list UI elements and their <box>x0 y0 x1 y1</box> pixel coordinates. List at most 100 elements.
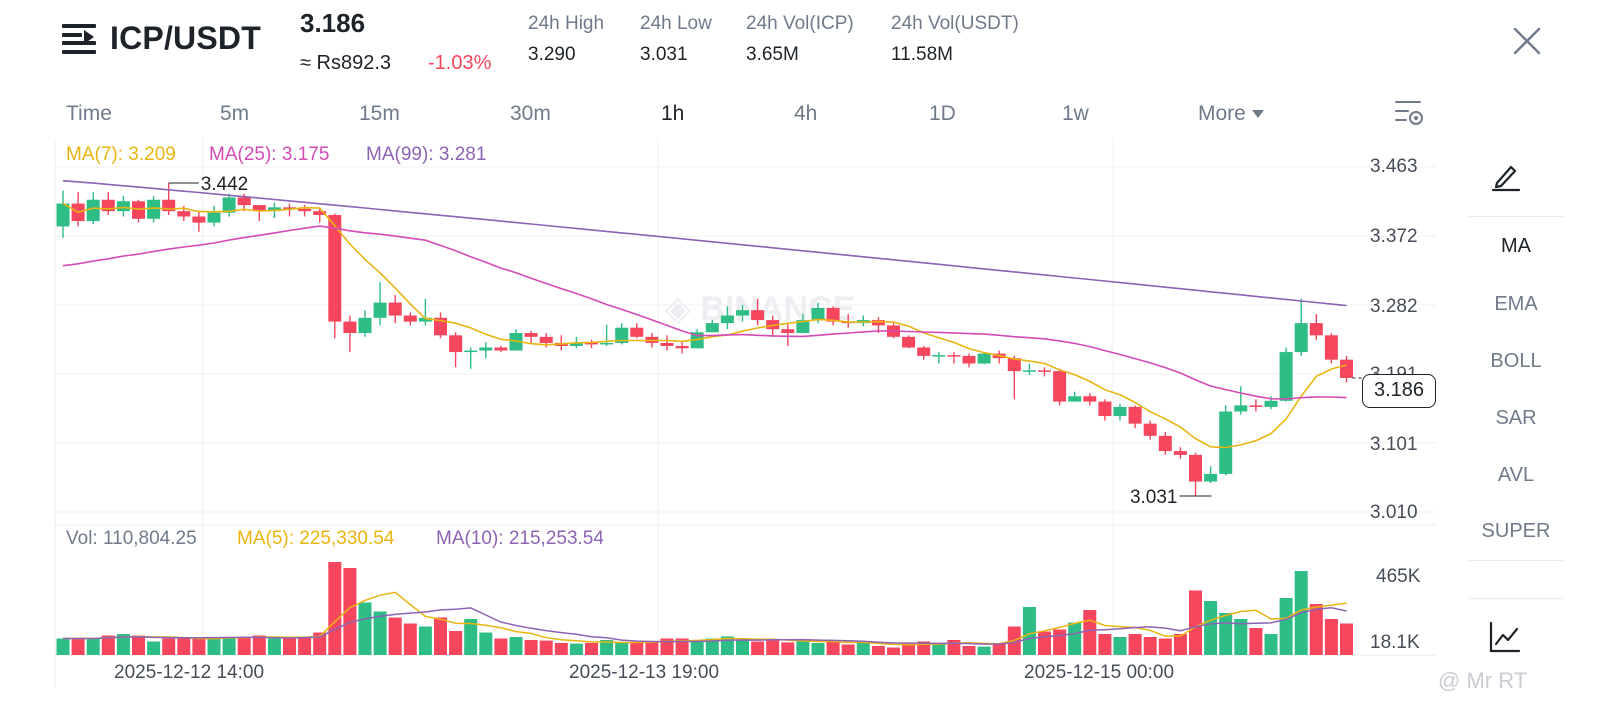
volume-bar <box>690 640 704 655</box>
tab-30m[interactable]: 30m <box>510 102 551 125</box>
candle-body <box>1143 423 1157 436</box>
indicator-boll[interactable]: BOLL <box>1490 350 1542 372</box>
volume-bar <box>1143 637 1157 655</box>
candle-body <box>1219 411 1233 474</box>
volume-bar <box>871 646 885 655</box>
volume-bar <box>313 632 327 655</box>
volume-bar <box>1053 629 1067 655</box>
volume-bar <box>947 640 961 655</box>
volume-bar <box>267 638 281 655</box>
volume-bar <box>86 638 100 655</box>
tab-15m[interactable]: 15m <box>359 102 400 125</box>
pair-title[interactable]: ICP/USDT <box>110 20 261 56</box>
volume-bar <box>1173 634 1187 655</box>
candle-body <box>917 347 931 356</box>
indicator-super[interactable]: SUPER <box>1481 520 1551 542</box>
line-chart-icon[interactable] <box>1488 620 1522 654</box>
close-icon[interactable] <box>1512 26 1542 56</box>
legend-vol: Vol: 110,804.25 <box>66 528 197 549</box>
volume-bar <box>101 635 115 655</box>
candle-body <box>1340 359 1353 378</box>
candle-body <box>449 335 463 353</box>
candle-body <box>1098 401 1112 417</box>
candle-body <box>192 216 206 223</box>
volume-bar <box>388 617 402 655</box>
current-price-tag: 3.186 <box>1362 374 1436 408</box>
candle-body <box>403 315 417 322</box>
tab-4h[interactable]: 4h <box>794 102 818 125</box>
candle-body <box>1279 352 1293 401</box>
volume-bar <box>615 643 629 655</box>
tab-more-label: More <box>1198 102 1246 125</box>
volume-bar <box>177 638 191 655</box>
candle-body <box>252 205 266 212</box>
candle-body <box>1038 370 1051 372</box>
volume-bar <box>675 638 689 655</box>
candle-body <box>1158 435 1172 452</box>
tab-5m[interactable]: 5m <box>220 102 250 125</box>
high-marker-label: 3.442 <box>201 174 249 195</box>
stat-value-24h-low: 3.031 <box>640 44 688 65</box>
candle-body <box>464 350 478 353</box>
volume-bar <box>162 638 176 655</box>
volume-bar <box>645 642 659 655</box>
volume-bar <box>751 641 765 655</box>
divider <box>1468 560 1564 561</box>
volume-bar <box>781 642 795 655</box>
tab-more[interactable]: More <box>1198 102 1264 126</box>
legend-vol-ma5: MA(5): 225,330.54 <box>237 528 395 549</box>
candle-body <box>177 211 191 217</box>
volume-ma10-line <box>63 607 1347 645</box>
volume-bar <box>1204 601 1218 655</box>
candle-body <box>1068 396 1082 402</box>
volume-bar <box>71 638 85 655</box>
stat-label-24h-low: 24h Low <box>640 13 712 34</box>
candle-body <box>328 214 342 322</box>
candle-body <box>630 327 644 337</box>
pencil-icon[interactable] <box>1490 160 1522 192</box>
candle-body <box>1294 323 1308 353</box>
candle-body <box>116 201 130 212</box>
volume-bar <box>705 638 719 655</box>
candle-body <box>1204 473 1218 482</box>
volume-bar <box>434 617 447 655</box>
candle-body <box>660 342 674 346</box>
indicator-ema[interactable]: EMA <box>1494 293 1538 315</box>
volume-bar <box>554 643 568 655</box>
candle-body <box>932 355 946 357</box>
candle-body <box>298 208 312 212</box>
candle-body <box>720 315 734 324</box>
tab-1d[interactable]: 1D <box>929 102 956 125</box>
volume-bar <box>1113 637 1127 655</box>
volume-bar <box>1083 610 1097 655</box>
candle-body <box>736 310 749 316</box>
tab-1h[interactable]: 1h <box>661 102 685 125</box>
volume-bar <box>1264 634 1278 655</box>
indicator-avl[interactable]: AVL <box>1497 464 1535 486</box>
tab-time[interactable]: Time <box>66 102 112 125</box>
chart-settings-icon[interactable] <box>1394 98 1426 128</box>
candle-body <box>705 323 719 333</box>
volume-bar <box>464 619 478 655</box>
tab-1w[interactable]: 1w <box>1062 102 1089 125</box>
candle-body <box>1053 371 1067 402</box>
stat-label-24h-vol-usdt: 24h Vol(USDT) <box>891 13 1019 34</box>
volume-bar <box>1158 638 1172 655</box>
volume-bar <box>192 638 206 655</box>
volume-bar <box>841 644 855 655</box>
candle-body <box>1173 451 1187 455</box>
candle-body <box>373 302 387 318</box>
volume-bar <box>660 638 674 655</box>
ma99-line <box>62 179 1347 307</box>
volume-bar <box>932 643 946 655</box>
volume-bar <box>826 641 840 655</box>
candle-body <box>539 336 553 343</box>
menu-icon[interactable] <box>62 24 96 54</box>
candle-body <box>494 347 508 351</box>
volume-bar <box>585 643 598 655</box>
stat-value-24h-high: 3.290 <box>528 44 576 65</box>
indicator-ma[interactable]: MA <box>1501 235 1531 257</box>
x-tick: 2025-12-15 00:00 <box>1024 662 1175 683</box>
indicator-sar[interactable]: SAR <box>1495 407 1537 429</box>
